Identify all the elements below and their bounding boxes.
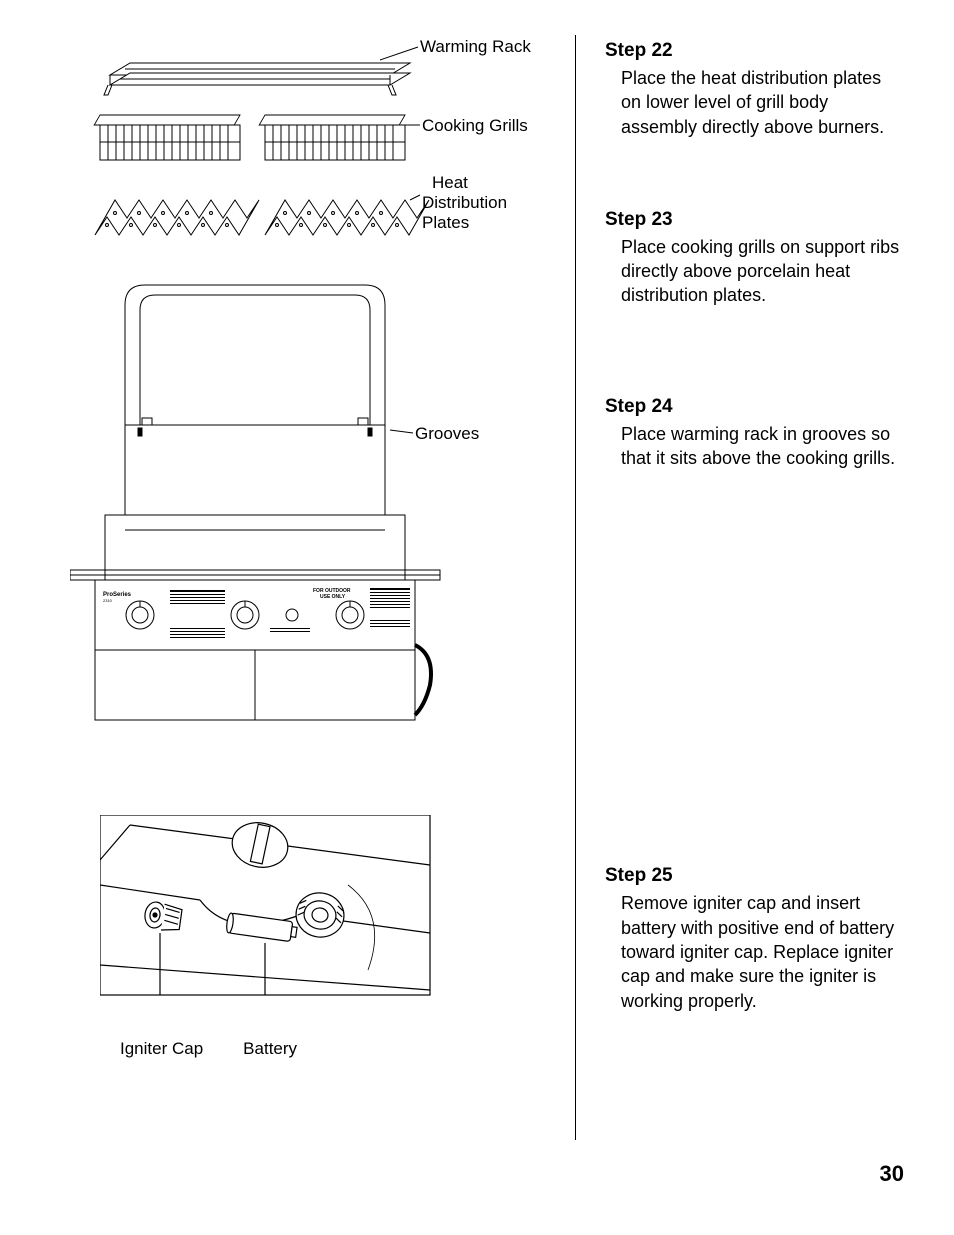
step-22: Step 22 Place the heat distribution plat…	[605, 40, 904, 139]
label-cooking-grills: Cooking Grills	[422, 116, 528, 136]
step-22-body: Place the heat distribution plates on lo…	[605, 66, 904, 139]
label-grooves: Grooves	[415, 424, 479, 444]
label-heat-plates-3: Plates	[422, 213, 469, 233]
label-igniter-cap: Igniter Cap	[120, 1039, 203, 1059]
step-22-title: Step 22	[605, 40, 904, 62]
step-24-title: Step 24	[605, 396, 904, 418]
label-heat-plates-2: Distribution	[422, 193, 507, 213]
igniter-svg	[100, 815, 450, 1035]
page-number: 30	[880, 1161, 904, 1187]
label-battery: Battery	[243, 1039, 297, 1059]
step-23: Step 23 Place cooking grills on support …	[605, 209, 904, 308]
step-23-title: Step 23	[605, 209, 904, 231]
svg-text:2310: 2310	[103, 598, 113, 603]
label-heat-plates-1: Heat	[432, 173, 468, 193]
step-24: Step 24 Place warming rack in grooves so…	[605, 396, 904, 471]
step-25: Step 25 Remove igniter cap and insert ba…	[605, 865, 904, 1012]
column-divider	[575, 35, 576, 1140]
step-25-title: Step 25	[605, 865, 904, 887]
grill-svg: ProSeries 2310 FOR OUTDOOR USE ONLY	[70, 35, 560, 735]
svg-text:USE ONLY: USE ONLY	[320, 594, 346, 600]
step-23-body: Place cooking grills on support ribs dir…	[605, 235, 904, 308]
instructions-column: Step 22 Place the heat distribution plat…	[605, 35, 904, 1059]
igniter-diagram: Igniter Cap Battery	[100, 815, 450, 1059]
exploded-grill-diagram: Warming Rack Cooking Grills Heat Distrib…	[70, 35, 560, 735]
label-warming-rack: Warming Rack	[420, 37, 531, 57]
step-25-body: Remove igniter cap and insert battery wi…	[605, 891, 904, 1012]
step-24-body: Place warming rack in grooves so that it…	[605, 422, 904, 471]
